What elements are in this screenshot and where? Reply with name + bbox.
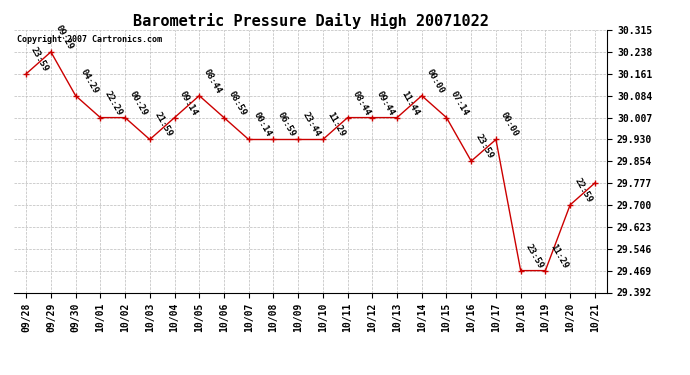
Title: Barometric Pressure Daily High 20071022: Barometric Pressure Daily High 20071022 (132, 13, 489, 29)
Text: 11:29: 11:29 (548, 242, 569, 270)
Text: 23:44: 23:44 (301, 111, 322, 139)
Text: 06:59: 06:59 (276, 111, 297, 139)
Text: 00:00: 00:00 (499, 111, 520, 139)
Text: 09:29: 09:29 (54, 23, 75, 51)
Text: 07:14: 07:14 (449, 89, 471, 117)
Text: 21:59: 21:59 (152, 111, 174, 139)
Text: 08:44: 08:44 (202, 67, 224, 95)
Text: 11:29: 11:29 (326, 111, 347, 139)
Text: 22:29: 22:29 (103, 89, 124, 117)
Text: 00:00: 00:00 (424, 67, 446, 95)
Text: 00:29: 00:29 (128, 89, 149, 117)
Text: 04:29: 04:29 (79, 67, 99, 95)
Text: 00:14: 00:14 (251, 111, 273, 139)
Text: 08:44: 08:44 (351, 89, 372, 117)
Text: 09:44: 09:44 (375, 89, 396, 117)
Text: 23:59: 23:59 (29, 45, 50, 73)
Text: Copyright 2007 Cartronics.com: Copyright 2007 Cartronics.com (17, 35, 161, 44)
Text: 11:44: 11:44 (400, 89, 421, 117)
Text: 22:59: 22:59 (573, 176, 594, 204)
Text: 23:59: 23:59 (524, 242, 544, 270)
Text: 09:14: 09:14 (177, 89, 199, 117)
Text: 08:59: 08:59 (227, 89, 248, 117)
Text: 23:59: 23:59 (474, 132, 495, 160)
